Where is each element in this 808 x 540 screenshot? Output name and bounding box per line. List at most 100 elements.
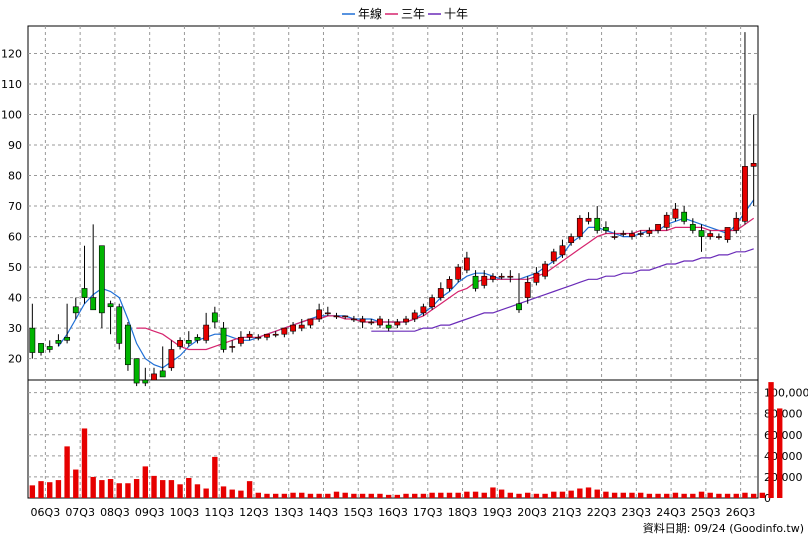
candle-body — [550, 251, 557, 262]
x-tick-label: 18Q3 — [448, 506, 478, 519]
volume-bar — [90, 476, 96, 498]
candle-body — [516, 303, 522, 311]
candle-body — [524, 282, 531, 298]
candle-body — [724, 227, 731, 240]
x-tick-label: 10Q3 — [170, 506, 200, 519]
volume-tick-label: 0 — [764, 492, 771, 505]
volume-bar — [637, 492, 644, 498]
volume-bar — [151, 475, 157, 498]
candle-body — [38, 343, 44, 353]
volume-bar — [255, 492, 261, 498]
volume-bar — [186, 477, 192, 498]
volume-bar — [73, 469, 79, 498]
volume-bar — [264, 493, 270, 498]
volume-bar — [203, 488, 209, 498]
legend: 年線 三年 十年 — [342, 6, 468, 21]
candle-body — [229, 346, 236, 348]
volume-bar — [385, 494, 392, 498]
candle-body — [29, 327, 36, 353]
x-tick-label: 09Q3 — [135, 506, 165, 519]
candle-body — [481, 275, 488, 286]
volume-bar — [472, 491, 479, 498]
volume-bar — [750, 493, 757, 498]
candle-body — [307, 318, 314, 326]
volume-bar — [672, 492, 679, 498]
candle-body — [507, 275, 514, 278]
candle-body — [446, 278, 453, 289]
volume-bar — [55, 480, 62, 498]
candle-body — [203, 324, 210, 341]
volume-bar — [333, 491, 340, 498]
volume-bar — [81, 428, 88, 498]
candle-body — [742, 166, 748, 222]
x-tick-label: 26Q3 — [726, 506, 756, 519]
volume-bar — [403, 493, 409, 498]
volume-bar — [768, 382, 774, 498]
volume-bar — [238, 490, 244, 498]
volume-bar — [438, 492, 444, 498]
price-tick-label: 40 — [8, 292, 22, 305]
candle-body — [264, 333, 270, 338]
volume-bar — [690, 493, 696, 498]
candle-body — [290, 324, 296, 332]
candle-body — [420, 306, 427, 314]
candle-body — [107, 303, 114, 308]
volume-bar — [133, 479, 140, 498]
candle-body — [377, 318, 383, 326]
candle-body — [733, 217, 740, 231]
volume-bar — [229, 489, 235, 498]
ma-1y-line — [57, 199, 755, 369]
candle-body — [255, 336, 262, 339]
price-tick-label: 30 — [8, 322, 22, 335]
volume-bar — [64, 446, 70, 498]
candle-body — [750, 163, 757, 167]
x-tick-label: 21Q3 — [552, 506, 582, 519]
volume-bar — [290, 492, 296, 498]
price-axis: 20 30 40 50 60 70 80 90 100 110 120 — [1, 47, 22, 365]
volume-bar — [125, 483, 131, 498]
volume-bar — [246, 481, 253, 498]
candle-body — [672, 208, 679, 219]
candle-body — [689, 224, 696, 231]
grid — [28, 26, 758, 498]
volume-bar — [777, 408, 783, 498]
volume-bar — [429, 492, 435, 498]
price-tick-label: 50 — [8, 261, 22, 274]
candle-body — [463, 257, 470, 271]
candle-body — [72, 306, 79, 314]
volume-bar — [551, 491, 557, 498]
price-tick-label: 70 — [8, 200, 22, 213]
legend-label-3y: 三年 — [401, 7, 425, 21]
volume-bar — [724, 493, 731, 498]
volume-bar — [664, 493, 670, 498]
candle-body — [46, 346, 53, 350]
x-tick-label: 23Q3 — [622, 506, 652, 519]
volume-bar — [733, 493, 739, 498]
volume-bar — [516, 493, 522, 498]
candle-body — [90, 297, 97, 311]
price-tick-label: 20 — [8, 353, 22, 366]
volume-bar — [281, 493, 288, 498]
x-tick-label: 22Q3 — [587, 506, 617, 519]
candle-body — [629, 233, 635, 237]
candle-body — [194, 336, 201, 341]
candle-body — [316, 309, 323, 320]
volume-bar — [107, 479, 114, 498]
candle-body — [394, 321, 401, 326]
volume-bar — [325, 493, 331, 498]
volume-bar — [716, 493, 722, 498]
volume-bar — [507, 492, 514, 498]
candle-body — [211, 312, 218, 323]
candle-body — [611, 236, 618, 238]
candle-body — [125, 324, 131, 366]
volume-tick-label: 100,000 — [764, 387, 808, 400]
volume-bar — [464, 491, 470, 498]
ma-3y-line — [136, 217, 755, 351]
volume-bar — [342, 492, 348, 498]
x-tick-label: 19Q3 — [482, 506, 512, 519]
volume-bar — [377, 493, 383, 498]
volume-bar — [142, 466, 149, 498]
volume-bar — [603, 491, 609, 498]
volume-bar — [394, 494, 401, 498]
